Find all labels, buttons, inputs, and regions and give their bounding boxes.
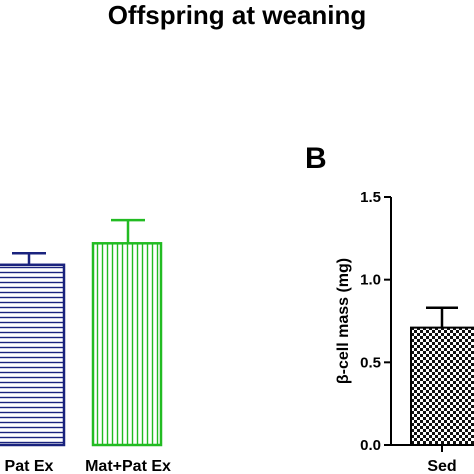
panel-b-chart: β-cell mass (mg) 0.0 0.5 1.0 1.5 Sed (335, 189, 474, 474)
chart-title: Offspring at weaning (108, 0, 367, 30)
panel-b-y-tick-label-4: 1.5 (360, 189, 381, 206)
panel-b-y-tick-label-1: 0.0 (360, 437, 381, 454)
panel-b-y-tick-label-3: 1.0 (360, 272, 381, 289)
panel-a-category-label-2: Mat+Pat Ex (85, 458, 171, 474)
panel-a-bars: Pat Ex Mat+Pat Ex (0, 218, 171, 474)
panel-b-y-tick-label-2: 0.5 (360, 354, 381, 371)
panel-b-label: B (305, 142, 327, 175)
panel-a-bar-1 (0, 263, 66, 447)
panel-b-category-label-1: Sed (427, 458, 456, 474)
panel-a-category-label-1: Pat Ex (5, 458, 54, 474)
panel-b-bar-1 (410, 326, 474, 447)
panel-b-y-axis-label: β-cell mass (mg) (335, 258, 352, 384)
panel-a-bar-2 (91, 242, 163, 447)
